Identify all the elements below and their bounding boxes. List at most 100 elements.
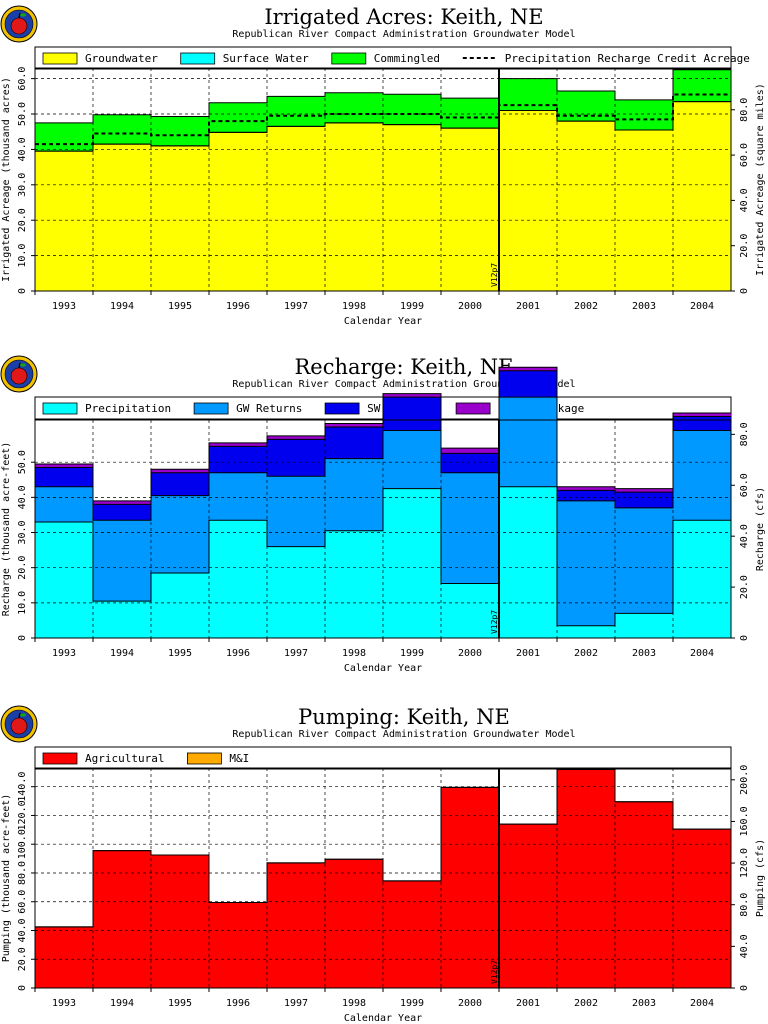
- bar-sw-returns-1993: [35, 467, 93, 487]
- xtick-label-1994: 1994: [110, 998, 134, 1009]
- bar-groundwater-1998: [325, 122, 383, 291]
- bar-gw-returns-1993: [35, 486, 93, 522]
- xtick-label-1999: 1999: [400, 648, 424, 659]
- y-axis-label-right: Pumping (cfs): [755, 839, 766, 917]
- legend-swatch-2: [324, 402, 360, 415]
- ytick-label-right-3: 120.0: [739, 848, 750, 878]
- legend-label-3: Precipitation Recharge Credit Acreage: [505, 52, 750, 65]
- xtick-label-1995: 1995: [168, 648, 192, 659]
- legend-label-0: Groundwater: [85, 52, 158, 65]
- y-axis-label-right: Irrigated Acreage (square miles): [755, 83, 766, 276]
- ytick-label-right-3: 60.0: [739, 143, 750, 167]
- bar-agricultural-1994: [93, 850, 151, 988]
- bar-gw-returns-1994: [93, 520, 151, 602]
- x-axis-label: Calendar Year: [344, 1013, 422, 1024]
- ytick-label-left-2: 20.0: [17, 556, 28, 580]
- ytick-label-left-2: 20.0: [17, 208, 28, 232]
- bar-gw-returns-1997: [267, 476, 325, 547]
- legend-label-2: Commingled: [374, 52, 440, 65]
- legend-swatch-0: [42, 52, 78, 65]
- bar-canal-leakage-1999: [383, 393, 441, 398]
- bar-canal-leakage-1997: [267, 435, 325, 440]
- bar-gw-returns-2002: [557, 500, 615, 626]
- xtick-label-1993: 1993: [52, 648, 76, 659]
- ytick-label-left-4: 80.0: [17, 861, 28, 885]
- ytick-label-right-1: 20.0: [739, 234, 750, 258]
- xtick-label-2001: 2001: [516, 648, 540, 659]
- bar-canal-leakage-1994: [93, 500, 151, 505]
- bar-commingled-1996: [209, 102, 267, 133]
- bar-commingled-2004: [673, 69, 731, 102]
- ytick-label-left-2: 40.0: [17, 918, 28, 942]
- legend-label-0: Agricultural: [85, 752, 164, 765]
- ytick-label-left-3: 30.0: [17, 173, 28, 197]
- chart-subtitle: Republican River Compact Administration …: [232, 379, 575, 390]
- bar-groundwater-1993: [35, 151, 93, 291]
- bar-agricultural-2002: [557, 769, 615, 988]
- ytick-label-left-1: 10.0: [17, 591, 28, 615]
- bar-gw-returns-2003: [615, 507, 673, 614]
- ytick-label-left-7: 140.0: [17, 772, 28, 802]
- model-version-marker-label: V12p7: [490, 960, 499, 984]
- xtick-label-2000: 2000: [458, 648, 482, 659]
- chart-subtitle: Republican River Compact Administration …: [232, 729, 575, 740]
- xtick-label-1994: 1994: [110, 648, 134, 659]
- xtick-label-2003: 2003: [632, 301, 656, 312]
- ytick-label-right-4: 80.0: [739, 98, 750, 122]
- xtick-label-1997: 1997: [284, 648, 308, 659]
- bar-commingled-1994: [93, 114, 151, 145]
- ytick-label-right-0: 0: [739, 288, 750, 294]
- bar-commingled-2003: [615, 99, 673, 130]
- apple-leaf-icon: [20, 363, 26, 367]
- bar-agricultural-1998: [325, 859, 383, 988]
- ytick-label-right-4: 160.0: [739, 806, 750, 836]
- bar-commingled-1999: [383, 94, 441, 125]
- bar-gw-returns-2001: [499, 397, 557, 487]
- legend-swatch-1: [186, 752, 222, 765]
- bar-gw-returns-1999: [383, 430, 441, 489]
- bar-precipitation-2001: [499, 486, 557, 638]
- legend-label-1: M&I: [229, 752, 249, 765]
- bar-sw-returns-2003: [615, 492, 673, 508]
- xtick-label-1996: 1996: [226, 648, 250, 659]
- bar-canal-leakage-1995: [151, 469, 209, 473]
- ytick-label-right-2: 40.0: [739, 524, 750, 548]
- chart-title: Pumping: Keith, NE: [298, 705, 510, 729]
- xtick-label-2002: 2002: [574, 301, 598, 312]
- apple-icon: [10, 367, 28, 385]
- bar-groundwater-1997: [267, 126, 325, 292]
- bar-groundwater-2004: [673, 101, 731, 291]
- bar-canal-leakage-2000: [441, 448, 499, 454]
- y-axis-label-left: Pumping (thousand acre-feet): [1, 794, 12, 963]
- xtick-label-2001: 2001: [516, 998, 540, 1009]
- xtick-label-1995: 1995: [168, 301, 192, 312]
- ytick-label-left-0: 0: [17, 635, 28, 641]
- ytick-label-left-6: 60.0: [17, 67, 28, 91]
- legend-swatch-0: [42, 752, 78, 765]
- ytick-label-right-3: 60.0: [739, 473, 750, 497]
- apple-icon: [10, 17, 28, 35]
- bar-groundwater-2001: [499, 110, 557, 291]
- xtick-label-1998: 1998: [342, 648, 366, 659]
- xtick-label-2004: 2004: [690, 301, 714, 312]
- ytick-label-left-6: 120.0: [17, 800, 28, 830]
- ytick-label-left-5: 50.0: [17, 450, 28, 474]
- bar-precipitation-1995: [151, 572, 209, 638]
- legend-label-1: Surface Water: [223, 52, 309, 65]
- xtick-label-2000: 2000: [458, 301, 482, 312]
- bar-precipitation-2002: [557, 625, 615, 638]
- bar-sw-returns-1994: [93, 504, 151, 521]
- bar-precipitation-1998: [325, 530, 383, 638]
- bar-agricultural-2003: [615, 801, 673, 988]
- ytick-label-left-1: 10.0: [17, 244, 28, 268]
- ytick-label-left-5: 100.0: [17, 829, 28, 859]
- apple-leaf-icon: [20, 13, 26, 17]
- legend-label-1: GW Returns: [236, 402, 302, 415]
- xtick-label-2003: 2003: [632, 648, 656, 659]
- ytick-label-left-4: 40.0: [17, 485, 28, 509]
- ytick-label-left-5: 50.0: [17, 102, 28, 126]
- bar-precipitation-1997: [267, 546, 325, 638]
- apple-stem-icon: [18, 712, 21, 719]
- ytick-label-right-0: 0: [739, 635, 750, 641]
